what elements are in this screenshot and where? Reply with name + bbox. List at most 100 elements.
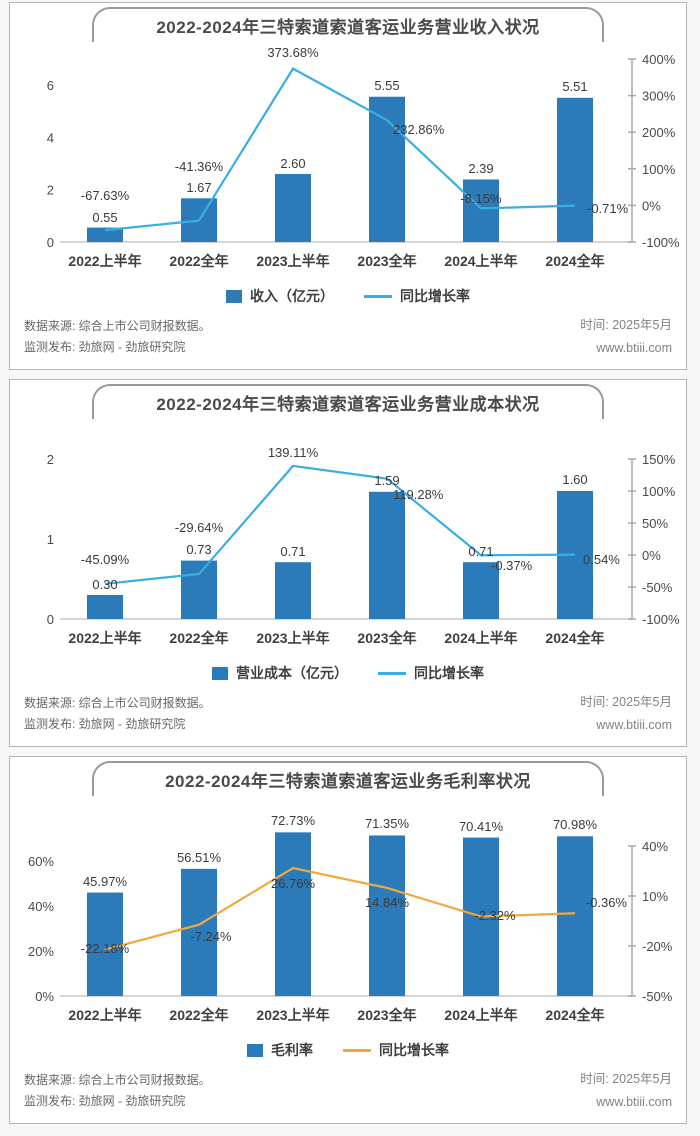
legend-label-line: 同比增长率 xyxy=(414,665,484,681)
chart-title-margin: 2022-2024年三特索道索道客运业务毛利率状况 xyxy=(165,772,531,791)
footer-left: 数据来源: 综合上市公司财报数据。 监测发布: 劲旅网 - 劲旅研究院 xyxy=(24,316,211,359)
title-frame: 2022-2024年三特索道索道客运业务毛利率状况 xyxy=(92,761,604,796)
svg-text:232.86%: 232.86% xyxy=(393,122,445,137)
website-text: www.btiii.com xyxy=(596,340,672,355)
svg-text:45.97%: 45.97% xyxy=(83,874,128,889)
svg-text:1.59: 1.59 xyxy=(374,473,399,488)
data-source-text: 数据来源: 综合上市公司财报数据。 xyxy=(24,318,211,333)
chart-panel-margin: 2022-2024年三特索道索道客运业务毛利率状况 -50% -20% 10% 40%… xyxy=(9,756,687,1124)
legend-label-bar: 收入（亿元） xyxy=(250,288,334,304)
svg-text:2022全年: 2022全年 xyxy=(169,253,228,269)
revenue-combo-chart: -100% 0% 100% 200% 300% 400% 0 2 4 6 0.55 1.67 2.60 5… xyxy=(47,45,680,269)
footer-right: 时间: 2025年5月 www.btiii.com xyxy=(580,314,672,359)
svg-text:-100%: -100% xyxy=(642,235,680,250)
cost-combo-chart: -100% -50% 0% 50% 100% 150% 0 1 2 0.30 0.73 0.71 1.5… xyxy=(47,445,680,646)
svg-text:0.71: 0.71 xyxy=(468,544,493,559)
svg-text:-0.71%: -0.71% xyxy=(587,201,629,216)
legend-item-bar: 收入（亿元） xyxy=(226,286,334,306)
svg-text:0.54%: 0.54% xyxy=(583,552,620,567)
svg-text:2023全年: 2023全年 xyxy=(357,630,416,646)
svg-text:2023全年: 2023全年 xyxy=(357,253,416,269)
svg-text:56.51%: 56.51% xyxy=(177,850,222,865)
svg-text:1.67: 1.67 xyxy=(186,180,211,195)
line-series-swatch-icon xyxy=(378,671,406,675)
svg-text:139.11%: 139.11% xyxy=(268,445,319,460)
svg-text:-41.36%: -41.36% xyxy=(175,159,224,174)
svg-text:100%: 100% xyxy=(642,162,676,177)
svg-text:2022上半年: 2022上半年 xyxy=(68,253,141,269)
svg-text:400%: 400% xyxy=(642,52,676,67)
svg-text:119.28%: 119.28% xyxy=(393,487,444,502)
bar-series-swatch-icon xyxy=(212,666,228,680)
bar-series-swatch-icon xyxy=(226,289,242,303)
panel-footer: 数据来源: 综合上市公司财报数据。 监测发布: 劲旅网 - 劲旅研究院 时间: … xyxy=(10,310,686,369)
svg-text:71.35%: 71.35% xyxy=(365,816,410,831)
svg-text:100%: 100% xyxy=(642,484,676,499)
svg-text:-2.32%: -2.32% xyxy=(474,908,516,923)
footer-right: 时间: 2025年5月 www.btiii.com xyxy=(580,1068,672,1113)
svg-text:150%: 150% xyxy=(642,452,676,467)
svg-text:-20%: -20% xyxy=(642,939,673,954)
publisher-text: 监测发布: 劲旅网 - 劲旅研究院 xyxy=(24,340,186,355)
line-series-swatch-icon xyxy=(343,1048,371,1052)
legend-label-bar: 毛利率 xyxy=(271,1042,313,1058)
svg-text:0: 0 xyxy=(47,235,54,250)
svg-text:2023全年: 2023全年 xyxy=(357,1007,416,1023)
svg-text:1: 1 xyxy=(47,532,54,547)
svg-text:-0.36%: -0.36% xyxy=(586,895,628,910)
legend: 毛利率 同比增长率 xyxy=(10,1036,686,1064)
svg-text:2023上半年: 2023上半年 xyxy=(256,630,329,646)
svg-text:0.30: 0.30 xyxy=(92,577,117,592)
legend-item-line: 同比增长率 xyxy=(378,663,484,683)
svg-text:-50%: -50% xyxy=(642,580,673,595)
svg-text:26.76%: 26.76% xyxy=(271,876,316,891)
svg-text:2024全年: 2024全年 xyxy=(545,630,604,646)
svg-text:40%: 40% xyxy=(642,839,668,854)
svg-text:-45.09%: -45.09% xyxy=(81,552,130,567)
website-text: www.btiii.com xyxy=(596,717,672,732)
time-text: 时间: 2025年5月 xyxy=(580,318,672,332)
svg-text:300%: 300% xyxy=(642,89,676,104)
legend-item-line: 同比增长率 xyxy=(343,1040,449,1060)
time-text: 时间: 2025年5月 xyxy=(580,1072,672,1086)
legend-label-bar: 营业成本（亿元） xyxy=(236,665,348,681)
svg-text:2023上半年: 2023上半年 xyxy=(256,1007,329,1023)
panel-footer: 数据来源: 综合上市公司财报数据。 监测发布: 劲旅网 - 劲旅研究院 时间: … xyxy=(10,1064,686,1123)
svg-text:2: 2 xyxy=(47,452,54,467)
svg-text:0%: 0% xyxy=(642,548,661,563)
svg-text:5.51: 5.51 xyxy=(562,79,587,94)
svg-text:-29.64%: -29.64% xyxy=(175,520,224,535)
svg-text:60%: 60% xyxy=(28,854,54,869)
legend-label-line: 同比增长率 xyxy=(400,288,470,304)
svg-text:6: 6 xyxy=(47,78,54,93)
legend-label-line: 同比增长率 xyxy=(379,1042,449,1058)
legend-item-bar: 毛利率 xyxy=(247,1040,313,1060)
svg-text:2: 2 xyxy=(47,183,54,198)
svg-text:10%: 10% xyxy=(642,889,668,904)
svg-text:70.98%: 70.98% xyxy=(553,817,598,832)
svg-text:0%: 0% xyxy=(35,989,54,1004)
chart-title-revenue: 2022-2024年三特索道索道客运业务营业收入状况 xyxy=(156,18,540,37)
legend-item-bar: 营业成本（亿元） xyxy=(212,663,348,683)
svg-text:2022上半年: 2022上半年 xyxy=(68,630,141,646)
svg-text:2.39: 2.39 xyxy=(468,161,493,176)
svg-text:20%: 20% xyxy=(28,944,54,959)
margin-combo-chart: -50% -20% 10% 40% 0% 20% 40% 60% 45.97% 56.51% 72.… xyxy=(28,813,673,1023)
svg-text:5.55: 5.55 xyxy=(374,78,399,93)
svg-text:40%: 40% xyxy=(28,899,54,914)
svg-text:2023上半年: 2023上半年 xyxy=(256,253,329,269)
svg-text:-8.15%: -8.15% xyxy=(460,191,502,206)
footer-left: 数据来源: 综合上市公司财报数据。 监测发布: 劲旅网 - 劲旅研究院 xyxy=(24,1070,211,1113)
data-source-text: 数据来源: 综合上市公司财报数据。 xyxy=(24,695,211,710)
svg-text:-0.37%: -0.37% xyxy=(491,558,533,573)
title-frame: 2022-2024年三特索道索道客运业务营业收入状况 xyxy=(92,7,604,42)
panel-footer: 数据来源: 综合上市公司财报数据。 监测发布: 劲旅网 - 劲旅研究院 时间: … xyxy=(10,687,686,746)
svg-text:72.73%: 72.73% xyxy=(271,813,316,828)
chart-panel-cost: 2022-2024年三特索道索道客运业务营业成本状况 -100% -50% 0% 50… xyxy=(9,379,687,747)
title-frame: 2022-2024年三特索道索道客运业务营业成本状况 xyxy=(92,384,604,419)
svg-text:200%: 200% xyxy=(642,125,676,140)
svg-text:50%: 50% xyxy=(642,516,668,531)
svg-text:0.73: 0.73 xyxy=(186,542,211,557)
svg-text:4: 4 xyxy=(47,130,54,145)
